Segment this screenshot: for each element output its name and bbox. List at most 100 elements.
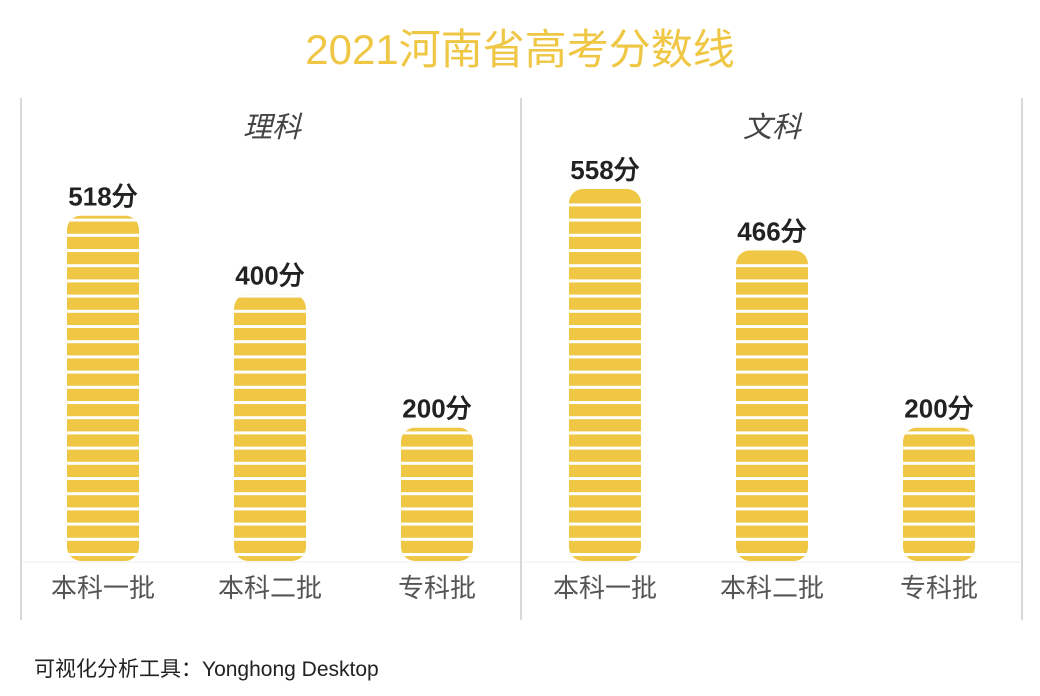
bar-stripe bbox=[569, 355, 641, 359]
bar-stripe bbox=[234, 477, 306, 480]
panel-title: 文科 bbox=[743, 112, 803, 144]
bar-stripe bbox=[234, 325, 306, 328]
bar-stripe bbox=[569, 385, 641, 389]
bar-stripe bbox=[569, 370, 641, 374]
bar-stripe bbox=[67, 370, 139, 374]
bar-stripe bbox=[234, 492, 306, 496]
bar-stripe bbox=[234, 507, 306, 511]
bar-stripe bbox=[234, 309, 306, 313]
bar-stripe bbox=[903, 446, 975, 450]
bar-stripe bbox=[67, 522, 139, 526]
bar-stripe bbox=[736, 340, 808, 344]
bar-stripe bbox=[67, 325, 139, 328]
bar-stripe bbox=[736, 461, 808, 465]
bar-stripe bbox=[903, 537, 975, 541]
bar bbox=[903, 427, 975, 561]
bar bbox=[67, 215, 139, 561]
bar-stripe bbox=[736, 370, 808, 374]
bar-stripe bbox=[569, 537, 641, 541]
bar-stripe bbox=[401, 537, 473, 541]
bar-stripe bbox=[903, 461, 975, 465]
bar-stripe bbox=[903, 553, 975, 556]
bar-stripe bbox=[67, 477, 139, 480]
bar-stripe bbox=[569, 416, 641, 420]
bar-stripe bbox=[569, 431, 641, 435]
bar-stripe bbox=[67, 537, 139, 541]
bar-stripe bbox=[736, 431, 808, 435]
bar bbox=[736, 250, 808, 561]
bar-stripe bbox=[569, 492, 641, 496]
bar-fill bbox=[234, 294, 306, 561]
bar-stripe bbox=[569, 309, 641, 313]
panel-title: 理科 bbox=[243, 112, 303, 144]
bar-stripe bbox=[903, 522, 975, 526]
bar-stripe bbox=[234, 431, 306, 435]
bar-stripe bbox=[736, 279, 808, 283]
bar-stripe bbox=[67, 249, 139, 252]
bar-stripe bbox=[903, 507, 975, 511]
panel-dividers bbox=[20, 98, 1023, 620]
bar-stripe bbox=[234, 522, 306, 526]
bar-stripe bbox=[903, 477, 975, 480]
bar-stripe bbox=[736, 385, 808, 389]
bar-stripe bbox=[903, 492, 975, 496]
bar-stripe bbox=[234, 537, 306, 541]
category-label: 本科二批 bbox=[720, 573, 824, 603]
bar-stripe bbox=[67, 264, 139, 268]
value-label: 466分 bbox=[737, 216, 806, 246]
bar-stripe bbox=[569, 325, 641, 328]
category-label: 本科二批 bbox=[218, 573, 322, 603]
bar-stripe bbox=[234, 553, 306, 556]
chart-title: 2021河南省高考分数线 bbox=[305, 26, 735, 73]
bar-stripe bbox=[234, 340, 306, 344]
bar-stripe bbox=[67, 416, 139, 420]
bar bbox=[401, 427, 473, 561]
bar-stripe bbox=[401, 553, 473, 556]
bar-stripe bbox=[569, 294, 641, 298]
bar-stripe bbox=[234, 416, 306, 420]
bar-stripe bbox=[569, 279, 641, 283]
bar-stripe bbox=[736, 416, 808, 420]
bar-stripe bbox=[67, 553, 139, 556]
bar-stripe bbox=[569, 522, 641, 526]
bar-stripe bbox=[401, 522, 473, 526]
bar-stripe bbox=[234, 461, 306, 465]
bar-stripe bbox=[736, 522, 808, 526]
value-label: 200分 bbox=[904, 394, 973, 424]
category-label: 本科一批 bbox=[51, 573, 155, 603]
bar bbox=[234, 294, 306, 561]
bar-stripe bbox=[401, 507, 473, 511]
bar-stripe bbox=[736, 309, 808, 313]
bar-stripe bbox=[67, 401, 139, 404]
bar-stripe bbox=[234, 355, 306, 359]
bar-stripe bbox=[67, 385, 139, 389]
bar-stripe bbox=[67, 446, 139, 450]
bar-stripe bbox=[569, 553, 641, 556]
bar-stripe bbox=[67, 431, 139, 435]
bar-stripe bbox=[234, 370, 306, 374]
bar-stripe bbox=[67, 355, 139, 359]
bar-stripe bbox=[569, 233, 641, 237]
bar-stripe bbox=[401, 446, 473, 450]
bar-stripe bbox=[67, 309, 139, 313]
bar-stripe bbox=[569, 461, 641, 465]
bar-stripe bbox=[67, 507, 139, 511]
bar-stripe bbox=[736, 294, 808, 298]
category-label: 专科批 bbox=[398, 573, 476, 603]
bar-stripe bbox=[67, 294, 139, 298]
footer-credit: 可视化分析工具：Yonghong Desktop bbox=[34, 658, 379, 681]
bar-stripe bbox=[569, 477, 641, 480]
bar-stripe bbox=[736, 264, 808, 268]
bar-stripe bbox=[736, 507, 808, 511]
bar-stripe bbox=[569, 446, 641, 450]
bar-fill bbox=[569, 189, 641, 561]
bar-stripe bbox=[67, 461, 139, 465]
bar-stripe bbox=[234, 385, 306, 389]
bar-stripe bbox=[67, 233, 139, 237]
bar-stripe bbox=[736, 355, 808, 359]
bar-stripe bbox=[736, 537, 808, 541]
